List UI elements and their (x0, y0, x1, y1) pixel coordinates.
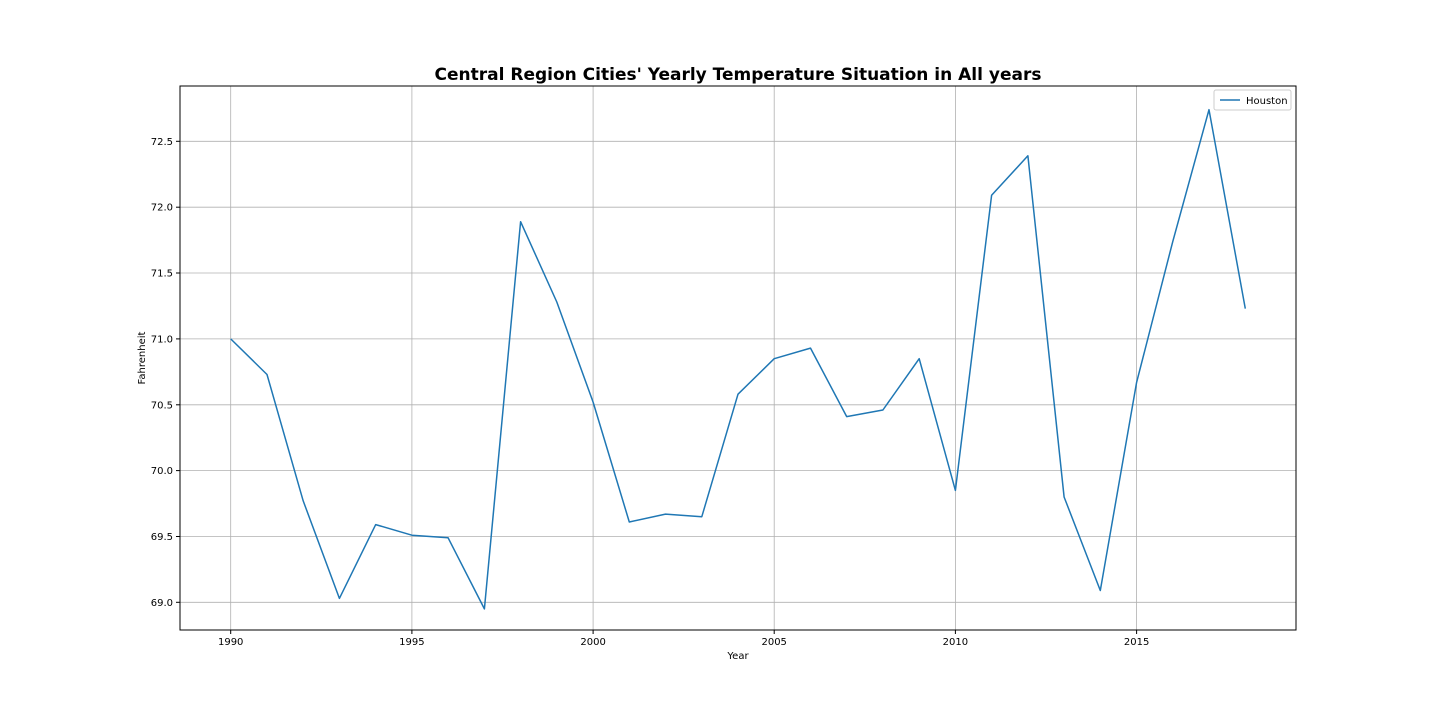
y-tick-label: 71.5 (151, 269, 173, 280)
chart-title: Central Region Cities' Yearly Temperatur… (435, 65, 1042, 85)
legend-label-houston: Houston (1246, 96, 1288, 107)
x-tick-label: 2005 (761, 637, 786, 648)
y-tick-label: 69.0 (151, 598, 173, 609)
series-line-houston (230, 108, 1247, 610)
y-axis-ticks: 69.0 69.5 70.0 70.5 71.0 71.5 72.0 72.5 (151, 137, 180, 609)
x-tick-label: 2010 (943, 637, 968, 648)
grid-lines (180, 86, 1296, 630)
plot-area-frame (179, 85, 1297, 631)
y-tick-label: 69.5 (151, 532, 173, 543)
x-tick-label: 2015 (1124, 637, 1149, 648)
x-tick-label: 1990 (218, 637, 243, 648)
y-tick-label: 70.5 (151, 400, 173, 411)
y-axis-label: Fahrenheit (137, 331, 148, 384)
y-tick-label: 71.0 (151, 334, 173, 345)
x-axis-label: Year (726, 651, 749, 662)
x-tick-label: 1995 (399, 637, 424, 648)
y-tick-label: 72.5 (151, 137, 173, 148)
y-tick-label: 70.0 (151, 466, 173, 477)
legend: Houston (1213, 89, 1292, 111)
y-tick-label: 72.0 (151, 203, 173, 214)
x-axis-ticks: 1990 1995 2000 2005 2010 2015 (218, 630, 1149, 648)
legend-box (1213, 89, 1292, 111)
series-lines (230, 108, 1247, 610)
x-tick-label: 2000 (580, 637, 605, 648)
